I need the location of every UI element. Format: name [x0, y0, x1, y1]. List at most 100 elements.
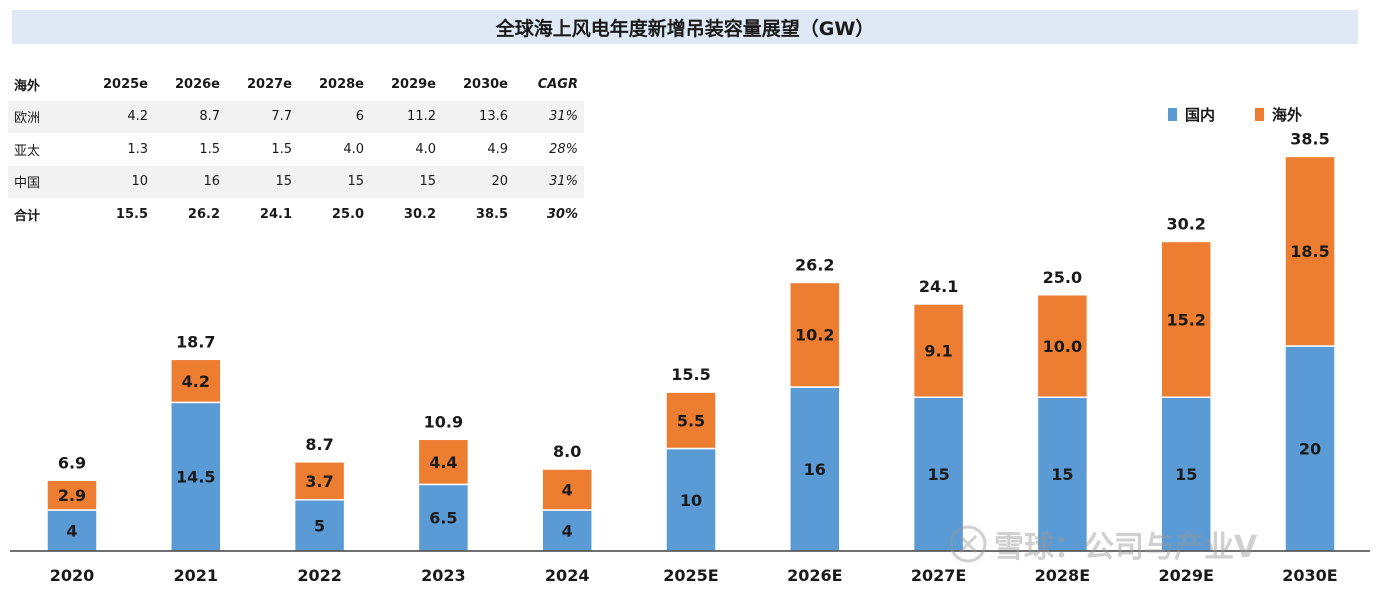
bar-label-overseas: 9.1 [924, 342, 952, 361]
table-cell: 26.2 [187, 206, 220, 222]
x-axis-tick-label: 2023 [421, 566, 466, 585]
bar-segment-overseas [293, 461, 346, 501]
table-header-cell: 2025e [103, 76, 148, 92]
table-header-cell: 2028e [319, 76, 364, 92]
table-header-cell: CAGR [537, 76, 578, 92]
bar-segment-overseas [417, 438, 470, 486]
watermark-text: 雪球：公司与产业V [994, 530, 1258, 565]
bar-label-domestic: 15 [1051, 465, 1073, 484]
bar-label-overseas: 2.9 [58, 486, 86, 505]
bar-total-label: 18.7 [176, 332, 215, 351]
bar-segment-overseas [170, 358, 222, 404]
table-cell: 4.2 [82, 100, 154, 133]
table-row: 中国 10 16 15 15 15 20 31% [8, 165, 584, 198]
chart-title: 全球海上风电年度新增吊装容量展望（GW） [12, 10, 1358, 44]
table-cell: 1.5 [199, 141, 220, 157]
bar-label-overseas: 10.0 [1043, 337, 1082, 356]
table-cell: 7.7 [226, 100, 298, 133]
table-cagr-cell: 31% [514, 100, 584, 133]
legend-item-domestic: 国内 [1168, 104, 1215, 125]
x-axis-tick-label: 2026E [787, 566, 842, 585]
bar-label-overseas: 15.2 [1166, 310, 1205, 329]
table-cell: 13.6 [442, 100, 514, 133]
legend-swatch-domestic [1168, 108, 1177, 121]
bar-label-overseas: 3.7 [305, 472, 333, 491]
data-table: 海外 2025e 2026e 2027e 2028e 2029e 2030e C… [8, 68, 584, 231]
bar-label-domestic: 4 [562, 522, 573, 541]
bar-segment-overseas [665, 391, 717, 450]
table-cell: 15 [298, 165, 370, 198]
bar-total-label: 8.7 [305, 435, 333, 454]
table-row-label: 欧洲 [8, 100, 82, 133]
bar-segment-domestic [1284, 345, 1336, 552]
table-cagr-cell: 31% [514, 165, 584, 198]
table-cell: 1.5 [271, 141, 292, 157]
x-axis-tick-label: 2021 [174, 566, 219, 585]
table-row-total: 合计 15.5 26.2 24.1 25.0 30.2 38.5 30% [8, 198, 584, 231]
bar-total-label: 15.5 [671, 365, 710, 384]
table-cagr-cell: 30% [546, 206, 578, 222]
table-row: 亚太 1.3 1.5 1.5 4.0 4.0 4.9 28% [8, 133, 584, 166]
x-axis-tick-label: 2030E [1282, 566, 1337, 585]
legend-item-overseas: 海外 [1255, 104, 1302, 125]
table-cell: 30.2 [403, 206, 436, 222]
table-cell: 38.5 [475, 206, 508, 222]
table-cell: 15 [370, 165, 442, 198]
table-cell: 10 [82, 165, 154, 198]
table-cell: 20 [442, 165, 514, 198]
table-header-cell: 2030e [463, 76, 508, 92]
table-header-cell: 2027e [247, 76, 292, 92]
chart-legend: 国内 海外 [1168, 104, 1302, 125]
bar-total-label: 24.1 [919, 277, 958, 296]
table-cell: 1.3 [127, 141, 148, 157]
x-axis-tick-label: 2024 [545, 566, 590, 585]
bar-label-overseas: 4.2 [182, 372, 210, 391]
bar-label-domestic: 15 [927, 465, 949, 484]
bar-label-domestic: 6.5 [429, 509, 457, 528]
bar-label-domestic: 15 [1175, 465, 1197, 484]
x-axis-tick-label: 2029E [1158, 566, 1213, 585]
x-axis-tick-label: 2027E [911, 566, 966, 585]
bar-label-overseas: 5.5 [677, 411, 705, 430]
table-header-row: 海外 2025e 2026e 2027e 2028e 2029e 2030e C… [8, 68, 584, 101]
x-axis-tick-label: 2020 [50, 566, 95, 585]
bar-total-label: 6.9 [58, 453, 86, 472]
table-cell: 6 [298, 100, 370, 133]
legend-label-domestic: 国内 [1185, 106, 1216, 124]
bar-total-label: 25.0 [1043, 268, 1082, 287]
bar-label-domestic: 4 [66, 522, 77, 541]
table-cell: 15.5 [115, 206, 148, 222]
bar-total-label: 8.0 [553, 442, 581, 461]
legend-label-overseas: 海外 [1272, 106, 1303, 124]
table-cell: 15 [226, 165, 298, 198]
table-cell: 25.0 [331, 206, 364, 222]
legend-swatch-overseas [1255, 108, 1265, 121]
bar-segment-overseas [46, 479, 98, 511]
bar-segment-overseas [1036, 294, 1089, 398]
bar-total-label: 30.2 [1166, 214, 1205, 233]
table-row-label: 中国 [8, 165, 82, 198]
bar-label-overseas: 4 [562, 481, 573, 500]
table-cell: 4.0 [343, 141, 364, 157]
x-axis-tick-label: 2025E [663, 566, 718, 585]
bar-segment-overseas [912, 303, 965, 399]
bar-label-overseas: 18.5 [1290, 242, 1329, 261]
bar-label-overseas: 4.4 [429, 453, 457, 472]
table-header-cell: 2026e [175, 76, 220, 92]
bar-label-domestic: 14.5 [176, 468, 215, 487]
table-cell: 24.1 [259, 206, 292, 222]
bar-segment-domestic [417, 483, 470, 552]
bar-label-overseas: 10.2 [795, 326, 834, 345]
table-cell: 4.9 [487, 141, 508, 157]
x-axis-tick-label: 2028E [1035, 566, 1090, 585]
snowball-logo-icon [949, 525, 987, 563]
table-header-cell: 2029e [391, 76, 436, 92]
bar-segment-domestic [170, 401, 222, 552]
watermark: 雪球：公司与产业V [948, 522, 1257, 566]
bar-segment-overseas [1160, 240, 1212, 398]
bar-segment-domestic [1160, 396, 1212, 552]
bar-label-domestic: 16 [804, 460, 826, 479]
table-cell: 11.2 [370, 100, 442, 133]
bar-segment-overseas [789, 281, 841, 388]
x-axis-tick-label: 2022 [297, 566, 342, 585]
